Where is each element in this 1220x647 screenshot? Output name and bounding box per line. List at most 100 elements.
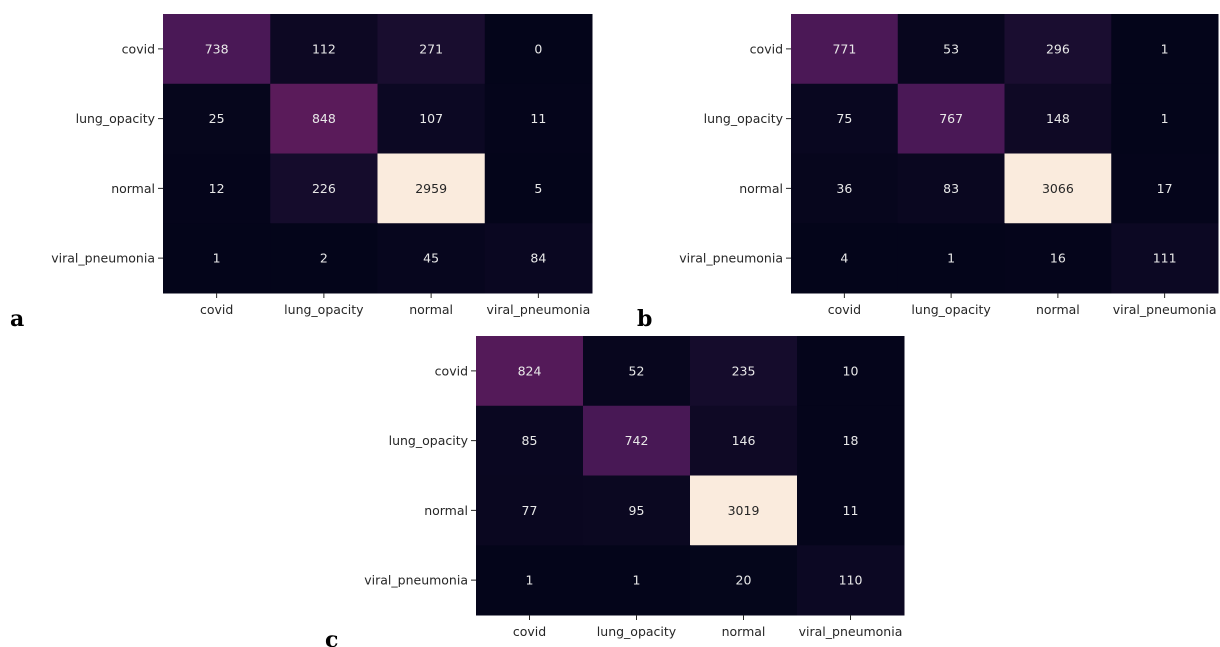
cell-value-label: 111 (1153, 251, 1177, 266)
cell-value-label: 17 (1157, 181, 1173, 196)
heatmap-cell (270, 223, 378, 294)
cell-value-label: 146 (732, 433, 756, 448)
cell-value-label: 1 (526, 573, 534, 588)
cell-value-label: 1 (213, 251, 221, 266)
heatmap-cell (163, 153, 271, 224)
heatmap-cell (484, 14, 593, 85)
heatmap-cell (690, 545, 798, 616)
heatmap-cell (476, 545, 584, 616)
heatmap-cell (583, 545, 691, 616)
heatmap-cell (1111, 83, 1219, 154)
heatmap-cell (791, 153, 899, 224)
cell-value-label: 296 (1046, 41, 1070, 56)
cell-value-label: 1 (633, 573, 641, 588)
cell-value-label: 16 (1050, 251, 1066, 266)
cell-value-label: 4 (840, 251, 848, 266)
cell-value-label: 5 (534, 181, 542, 196)
heatmap-cell (484, 223, 593, 294)
cell-value-label: 52 (629, 363, 645, 378)
cell-value-label: 75 (836, 111, 852, 126)
cell-value-label: 45 (423, 251, 439, 266)
y-tick-label: covid (122, 41, 155, 56)
panel-label: a (10, 306, 24, 332)
cell-value-label: 235 (732, 363, 756, 378)
cell-value-label: 53 (943, 41, 959, 56)
x-tick-label: normal (409, 302, 453, 317)
cell-value-label: 1 (1161, 41, 1169, 56)
x-tick-label: covid (513, 624, 546, 639)
x-tick-label: viral_pneumonia (487, 302, 591, 317)
cell-value-label: 2 (320, 251, 328, 266)
heatmap-cell (163, 14, 271, 85)
y-tick-label: viral_pneumonia (51, 251, 155, 266)
cell-value-label: 36 (836, 181, 852, 196)
heatmap-cell (1111, 14, 1219, 85)
heatmap-cell (377, 83, 486, 154)
y-tick-label: normal (739, 181, 783, 196)
cell-value-label: 25 (209, 111, 225, 126)
cell-value-label: 110 (839, 573, 863, 588)
cell-value-label: 848 (312, 111, 336, 126)
cell-value-label: 12 (209, 181, 225, 196)
heatmap-cell (583, 336, 691, 407)
x-tick-label: lung_opacity (597, 624, 677, 639)
cell-value-label: 3066 (1042, 181, 1074, 196)
heatmap-cell (583, 405, 691, 476)
cell-value-label: 3019 (728, 503, 760, 518)
heatmap-cell (484, 153, 593, 224)
cell-value-label: 20 (736, 573, 752, 588)
heatmap-cell (1004, 14, 1112, 85)
cell-value-label: 824 (518, 363, 542, 378)
heatmap-cell (1004, 223, 1112, 294)
y-tick-label: lung_opacity (704, 111, 784, 126)
y-tick-label: lung_opacity (76, 111, 156, 126)
cell-value-label: 2959 (415, 181, 447, 196)
cell-value-label: 1 (947, 251, 955, 266)
y-tick-label: viral_pneumonia (679, 251, 783, 266)
y-tick-label: covid (750, 41, 783, 56)
heatmap-cell (797, 336, 905, 407)
cell-value-label: 771 (832, 41, 856, 56)
cell-value-label: 742 (625, 433, 649, 448)
heatmap-cell (270, 14, 378, 85)
heatmap-cell (377, 223, 486, 294)
heatmap-cell (791, 223, 899, 294)
heatmap-cell (690, 336, 798, 407)
cell-value-label: 77 (522, 503, 538, 518)
x-tick-label: lung_opacity (911, 302, 991, 317)
heatmap-cell (476, 475, 584, 546)
cell-value-label: 84 (530, 251, 546, 266)
heatmap-cell (897, 83, 1005, 154)
cell-value-label: 226 (312, 181, 336, 196)
cell-value-label: 10 (843, 363, 859, 378)
cell-value-label: 18 (843, 433, 859, 448)
cell-value-label: 11 (843, 503, 859, 518)
panel-label: c (325, 627, 338, 647)
heatmap-cell (897, 153, 1005, 224)
heatmap-cell (163, 223, 271, 294)
heatmap-cell (377, 153, 486, 224)
x-tick-label: covid (828, 302, 861, 317)
cell-value-label: 107 (419, 111, 443, 126)
heatmap-cell (1111, 153, 1219, 224)
heatmap-cell (476, 336, 584, 407)
x-tick-label: covid (200, 302, 233, 317)
cell-value-label: 767 (939, 111, 963, 126)
heatmap-cell (797, 545, 905, 616)
cell-value-label: 0 (534, 41, 542, 56)
heatmap-cell (583, 475, 691, 546)
cell-value-label: 11 (530, 111, 546, 126)
y-tick-label: covid (435, 363, 468, 378)
y-tick-label: normal (111, 181, 155, 196)
x-tick-label: viral_pneumonia (799, 624, 903, 639)
confusion-matrix-b: 771 53 296 1 75 767 148 1 36 83 3066 17 4 1 16 111 covid… (637, 14, 1219, 332)
x-tick-label: normal (722, 624, 766, 639)
heatmap-cell (377, 14, 486, 85)
heatmap-cell (270, 153, 378, 224)
heatmap-cell (791, 83, 899, 154)
heatmap-cell (1004, 83, 1112, 154)
x-tick-label: viral_pneumonia (1113, 302, 1217, 317)
